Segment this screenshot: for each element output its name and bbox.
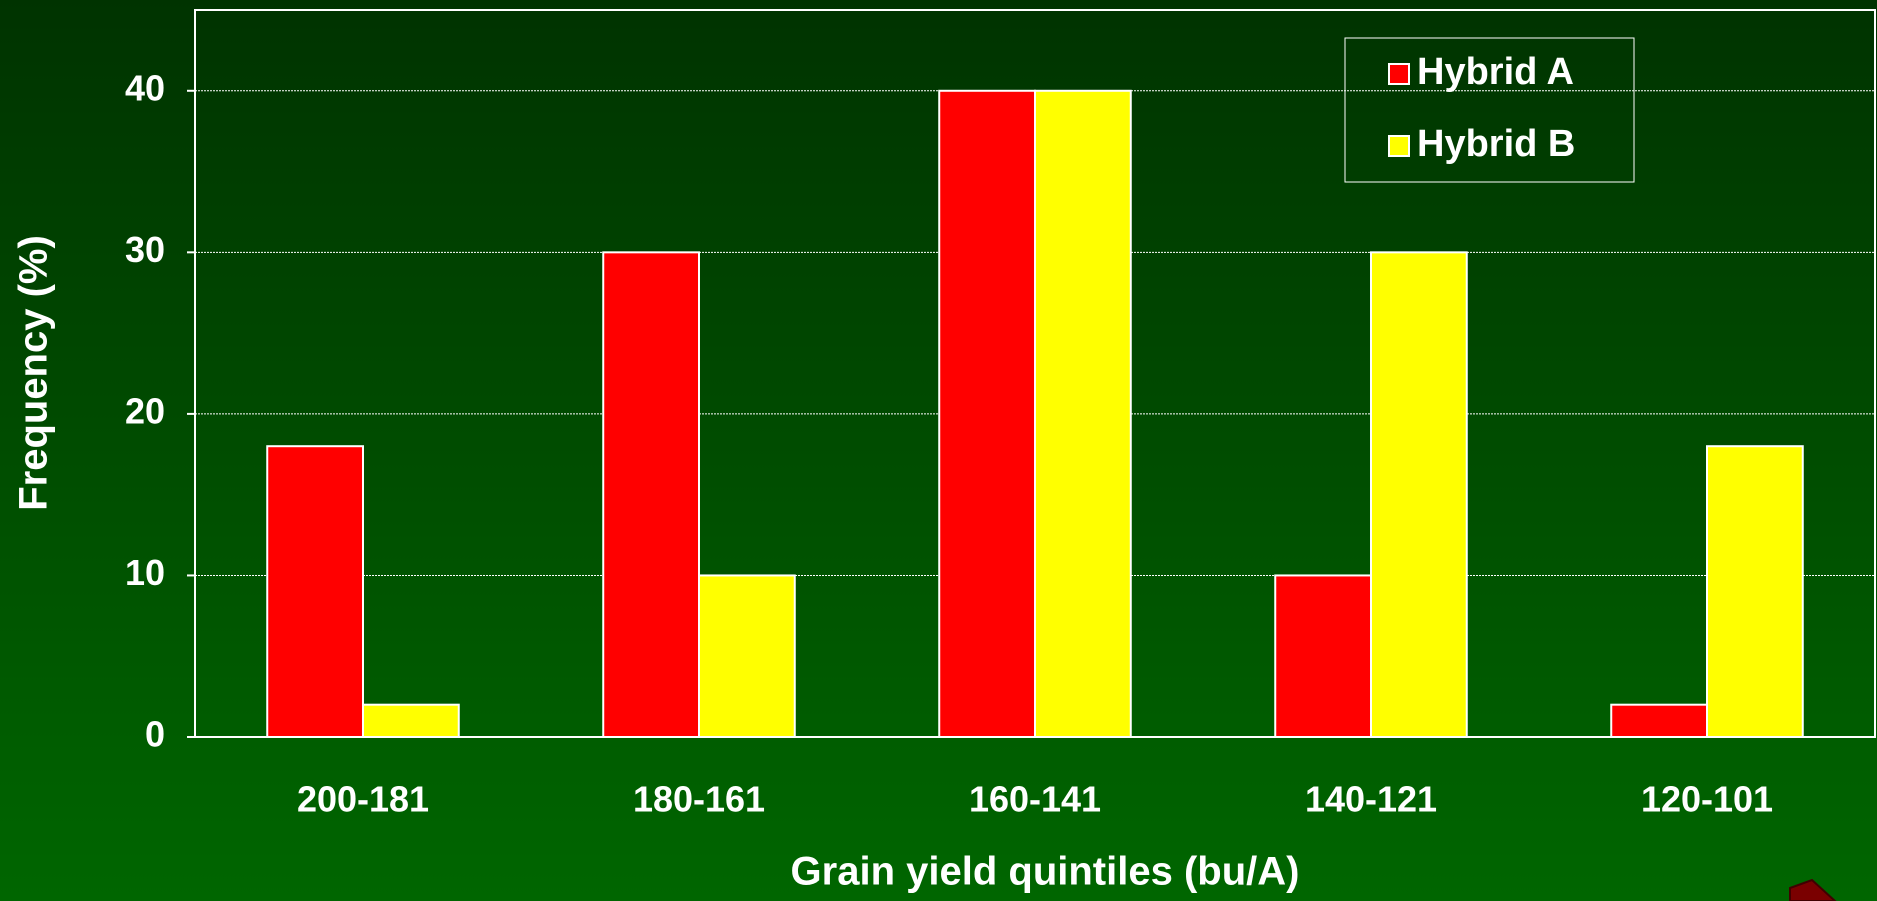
y-tick-label: 10 (125, 552, 165, 593)
y-axis-title: Frequency (%) (12, 235, 56, 511)
x-tick-label: 120-101 (1641, 779, 1773, 820)
legend-label: Hybrid B (1417, 123, 1575, 165)
x-tick-label: 160-141 (969, 779, 1101, 820)
bar (266, 445, 364, 738)
bar (938, 89, 1036, 739)
y-tick-label: 40 (125, 67, 165, 108)
x-tick-label: 180-161 (633, 779, 765, 820)
bar (698, 574, 796, 739)
legend-label: Hybrid A (1417, 51, 1574, 93)
legend-box (1344, 37, 1635, 183)
bar (362, 703, 460, 739)
bar (1274, 574, 1372, 739)
bar (1370, 251, 1468, 738)
legend-swatch (1388, 63, 1410, 85)
y-tick-label: 0 (145, 714, 165, 755)
x-tick-label: 140-121 (1305, 779, 1437, 820)
plot-frame (194, 9, 1876, 738)
y-tick-label: 20 (125, 390, 165, 431)
bar (602, 251, 700, 738)
bar (1034, 89, 1132, 739)
x-tick-label: 200-181 (297, 779, 429, 820)
nav-arrow[interactable] (1789, 878, 1837, 901)
x-axis-title: Grain yield quintiles (bu/A) (791, 850, 1300, 894)
bar (1610, 703, 1708, 739)
bar (1706, 445, 1804, 738)
y-tick-label: 30 (125, 229, 165, 270)
legend-swatch (1388, 135, 1410, 157)
